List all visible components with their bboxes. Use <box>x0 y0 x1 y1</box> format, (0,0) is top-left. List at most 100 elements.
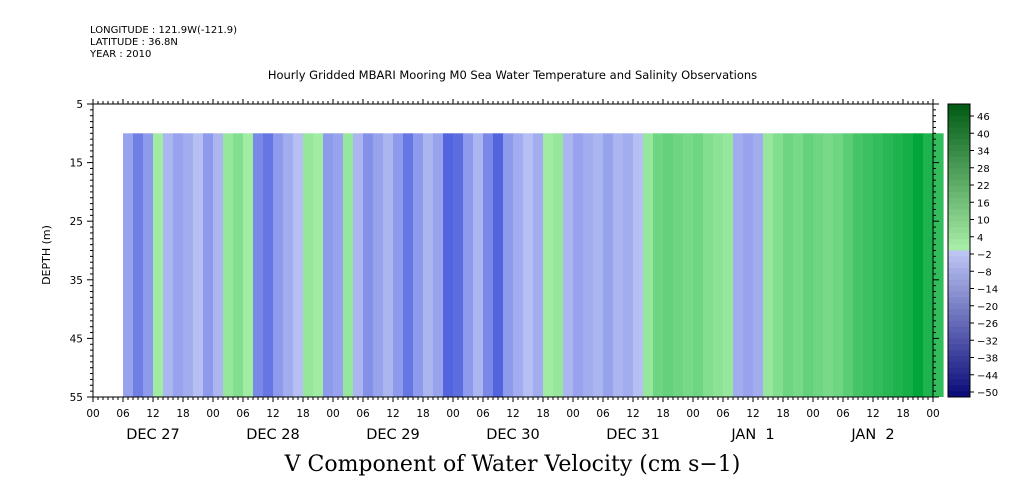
x-tick-label: 12 <box>266 408 279 420</box>
heatmap-cell <box>533 133 544 398</box>
y-tick-label: 55 <box>70 392 83 404</box>
colorbar-label: −44 <box>977 371 998 382</box>
x-tick-label: 06 <box>476 408 490 420</box>
x-day-label: JAN 1 <box>730 427 774 443</box>
x-day-label: DEC 28 <box>246 427 300 443</box>
heatmap-cell <box>323 133 334 398</box>
colorbar-segment <box>948 285 970 293</box>
colorbar-segment <box>948 209 970 216</box>
colorbar-segment <box>948 344 970 351</box>
heatmap-cell <box>603 133 614 398</box>
colorbar-label: −14 <box>977 285 998 296</box>
heatmap-cell <box>773 133 784 398</box>
heatmap-cell <box>413 133 424 398</box>
colorbar-label: 10 <box>977 216 990 227</box>
chart-title: Hourly Gridded MBARI Mooring M0 Sea Wate… <box>267 68 758 82</box>
heatmap-cell <box>173 133 184 398</box>
colorbar-segment <box>948 244 970 251</box>
colorbar-label: −2 <box>977 250 992 261</box>
colorbar-label: 22 <box>977 181 990 192</box>
y-tick-label: 45 <box>70 333 83 345</box>
colorbar-segment <box>948 191 970 199</box>
heatmap-cell <box>523 133 534 398</box>
x-tick-label: 00 <box>926 408 939 420</box>
y-tick-label: 25 <box>70 216 83 228</box>
colorbar-segment <box>948 391 970 398</box>
heatmap-cell <box>833 133 844 398</box>
colorbar-label: −26 <box>977 319 998 330</box>
year-label: YEAR : 2010 <box>90 49 152 60</box>
colorbar-label: −32 <box>977 336 998 347</box>
heatmap-cell <box>513 133 524 398</box>
heatmap-cell <box>813 133 824 398</box>
heatmap-cell <box>333 133 344 398</box>
heatmap-cell <box>693 133 704 398</box>
colorbar-segment <box>948 203 970 210</box>
x-day-label: DEC 30 <box>486 427 540 443</box>
heatmap-cell <box>363 133 374 398</box>
heatmap-cell <box>193 133 204 398</box>
heatmap-columns <box>123 133 944 398</box>
heatmap-cell <box>273 133 284 398</box>
heatmap-cell <box>443 133 454 398</box>
x-day-label: DEC 29 <box>366 427 420 443</box>
heatmap-cell <box>653 133 664 398</box>
heatmap-cell <box>803 133 814 398</box>
x-tick-label: 18 <box>896 408 909 420</box>
heatmap-cell <box>933 133 944 398</box>
y-tick-label: 15 <box>70 158 83 170</box>
x-tick-label: 00 <box>566 408 579 420</box>
colorbar-label: 40 <box>977 129 990 140</box>
longitude-label: LONGITUDE : 121.9W(-121.9) <box>90 25 237 36</box>
heatmap-cell <box>903 133 914 398</box>
heatmap-cell <box>643 133 654 398</box>
heatmap-cell <box>253 133 264 398</box>
heatmap-cell <box>793 133 804 398</box>
heatmap-cell <box>553 133 564 398</box>
colorbar-segment <box>948 303 970 310</box>
colorbar-segment <box>948 227 970 234</box>
colorbar-segment <box>948 232 970 240</box>
heatmap-cell <box>463 133 474 398</box>
heatmap-cell <box>373 133 384 398</box>
x-tick-label: 18 <box>656 408 669 420</box>
heatmap-cell <box>863 133 874 398</box>
heatmap-cell <box>393 133 404 398</box>
x-tick-label: 18 <box>176 408 189 420</box>
heatmap-cell <box>133 133 144 398</box>
colorbar-segment <box>948 250 970 257</box>
x-day-label: JAN 2 <box>850 427 894 443</box>
colorbar: 46 40 34 28 22 16 10 4 −2 −8 −14 −20 −26 −32 −38 −44 −50 <box>947 103 998 399</box>
x-tick-label: 06 <box>836 408 850 420</box>
heatmap-cell <box>153 133 164 398</box>
x-tick-label: 12 <box>146 408 159 420</box>
heatmap-cell <box>483 133 494 398</box>
heatmap-cell <box>683 133 694 398</box>
heatmap-cell <box>313 133 324 398</box>
colorbar-segment <box>948 133 970 140</box>
y-tick-label: 5 <box>76 99 83 111</box>
x-tick-label: 06 <box>716 408 730 420</box>
x-tick-label: 06 <box>236 408 250 420</box>
heatmap-cell <box>763 133 774 398</box>
heatmap-cell <box>873 133 884 398</box>
heatmap-cell <box>163 133 174 398</box>
colorbar-segment <box>948 262 970 269</box>
colorbar-segment <box>948 279 970 287</box>
heatmap-cell <box>183 133 194 398</box>
heatmap-cell <box>203 133 214 398</box>
colorbar-segment <box>948 309 970 316</box>
heatmap-cell <box>753 133 764 398</box>
x-axis-label: V Component of Water Velocity (cm s−1) <box>284 452 741 477</box>
axis-ticks <box>87 99 939 402</box>
heatmap-cell <box>583 133 594 398</box>
colorbar-label: −20 <box>977 302 998 313</box>
heatmap-cell <box>283 133 294 398</box>
colorbar-segment <box>948 121 970 128</box>
x-tick-label: 12 <box>866 408 879 420</box>
colorbar-segment <box>948 314 970 322</box>
colorbar-segment <box>948 256 970 263</box>
heatmap-cell <box>883 133 894 398</box>
heatmap-cell <box>733 133 744 398</box>
